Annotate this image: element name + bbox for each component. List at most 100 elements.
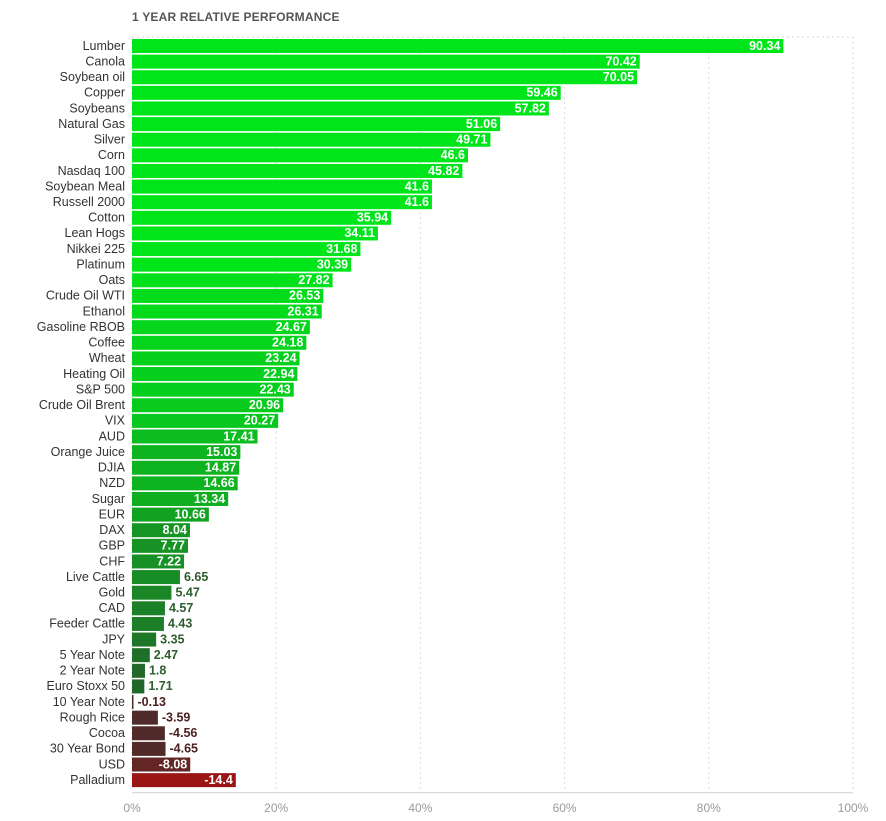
value-label: 14.66 [203,476,234,490]
x-tick-label: 100% [838,801,869,815]
category-label: Platinum [76,257,125,271]
bar [132,148,468,163]
value-label: 22.43 [259,382,290,396]
bar [132,257,352,272]
category-label: Palladium [70,773,125,787]
value-label: 34.11 [344,226,375,240]
category-label: DJIA [98,461,126,475]
category-label: Nasdaq 100 [58,164,125,178]
value-label: 51.06 [466,117,497,131]
category-label: USD [99,757,125,771]
category-label: 2 Year Note [60,664,125,678]
value-label: -0.13 [138,695,167,709]
category-label: Canola [85,54,125,68]
category-label: Cocoa [89,726,125,740]
category-label: Nikkei 225 [67,242,125,256]
value-label: 14.87 [205,461,236,475]
category-label: Natural Gas [58,117,125,131]
bar [132,632,157,647]
bar [132,288,324,303]
bar [132,210,392,225]
value-label: 35.94 [357,211,388,225]
value-label: 4.57 [169,601,193,615]
category-label: DAX [99,523,125,537]
category-label: Soybeans [69,101,125,115]
value-label: 46.6 [441,148,465,162]
bar [132,726,165,741]
bar [132,39,784,53]
category-label: VIX [105,414,126,428]
category-label: Heating Oil [63,367,125,381]
category-label: Sugar [92,492,125,506]
bar [132,320,310,335]
value-label: 15.03 [206,445,237,459]
category-label: Crude Oil WTI [46,289,125,303]
category-label: Rough Rice [60,710,125,724]
bar [132,226,378,241]
category-label: Coffee [88,336,125,350]
category-label: 10 Year Note [53,695,125,709]
bar [132,195,432,210]
bar [132,585,172,600]
bar [132,413,279,428]
bar [132,616,164,631]
x-tick-label: 20% [264,801,288,815]
value-label: 23.24 [265,351,296,365]
value-label: -8.08 [159,757,188,771]
value-label: 2.47 [154,648,178,662]
bar [132,695,134,710]
value-label: 1.71 [148,679,172,693]
value-label: 17.41 [223,429,254,443]
category-label: Feeder Cattle [49,617,125,631]
category-label: CAD [99,601,125,615]
bars [132,39,784,788]
category-label: Copper [84,86,125,100]
bar [132,70,638,85]
bar [132,335,307,350]
bar [132,351,300,366]
bar [132,523,190,538]
value-label: 49.71 [456,133,487,147]
bar [132,117,501,132]
x-tick-label: 60% [553,801,577,815]
value-label: 31.68 [326,242,357,256]
value-label: -4.56 [169,726,198,740]
category-label: JPY [102,632,126,646]
bar [132,304,322,319]
bar [132,757,191,772]
category-label: EUR [99,507,125,521]
bar [132,648,150,663]
bar [132,741,166,756]
category-label: Russell 2000 [53,195,125,209]
value-label: 4.43 [168,617,192,631]
bar [132,273,333,288]
value-label: 30.39 [317,257,348,271]
chart-title: 1 YEAR RELATIVE PERFORMANCE [132,10,340,24]
category-label: Corn [98,148,125,162]
category-label: Orange Juice [51,445,125,459]
value-label: 90.34 [749,39,780,53]
x-tick-label: 0% [123,801,141,815]
value-label: -14.4 [204,773,233,787]
value-label: 70.42 [605,54,636,68]
value-label: 6.65 [184,570,208,584]
category-label: Euro Stoxx 50 [46,679,125,693]
category-label: Lumber [83,39,125,53]
bar [132,491,229,506]
bar [132,367,298,382]
value-label: 24.18 [272,336,303,350]
bar [132,554,185,569]
category-label: CHF [99,554,125,568]
category-label: Soybean Meal [45,179,125,193]
bar [132,179,432,194]
category-label: Silver [94,133,125,147]
bar [132,101,549,116]
category-label: Gold [99,585,125,599]
bar [132,570,180,585]
value-label: -3.59 [162,710,191,724]
category-label: GBP [99,539,125,553]
category-label: Soybean oil [60,70,125,84]
value-label: 20.27 [244,414,275,428]
bar [132,679,145,694]
